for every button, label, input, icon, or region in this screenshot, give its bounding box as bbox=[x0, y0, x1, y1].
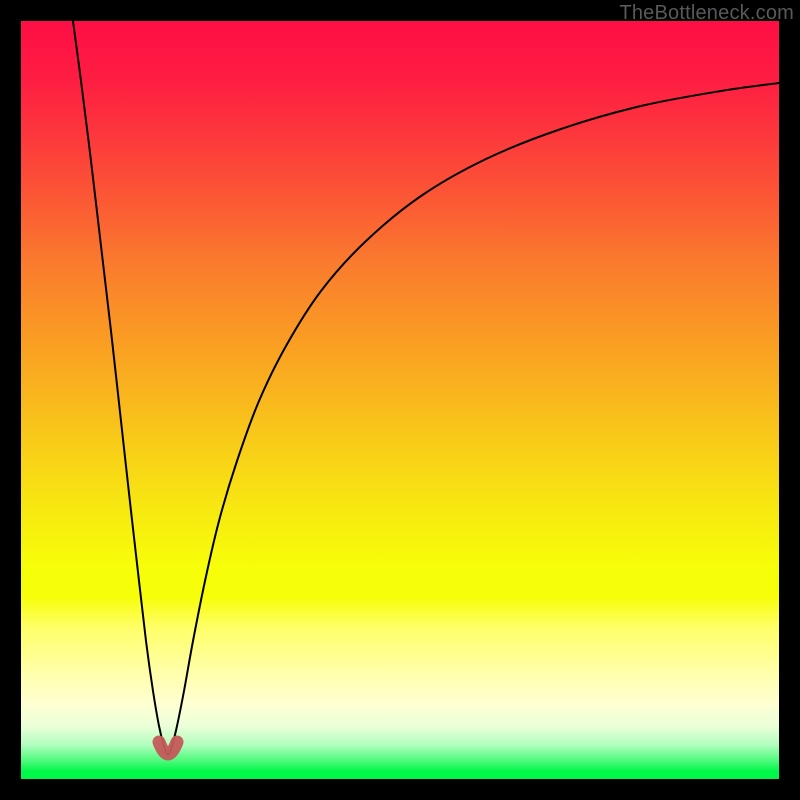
curve-overlay bbox=[0, 0, 800, 800]
watermark-text: TheBottleneck.com bbox=[619, 2, 794, 25]
bottleneck-curve bbox=[73, 21, 779, 755]
optimal-marker bbox=[159, 742, 177, 754]
chart-stage: TheBottleneck.com bbox=[0, 0, 800, 800]
